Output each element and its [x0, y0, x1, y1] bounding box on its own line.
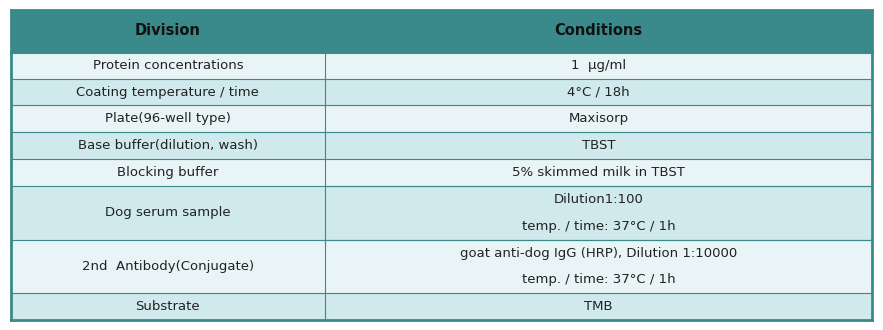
Text: goat anti-dog IgG (HRP), Dilution 1:10000: goat anti-dog IgG (HRP), Dilution 1:1000…: [460, 247, 737, 259]
Text: Protein concentrations: Protein concentrations: [93, 59, 243, 72]
Bar: [11, 106, 325, 132]
Text: Division: Division: [135, 23, 200, 38]
Bar: [11, 293, 325, 320]
Bar: [325, 186, 872, 213]
Text: 2nd  Antibody(Conjugate): 2nd Antibody(Conjugate): [82, 260, 254, 273]
Text: TMB: TMB: [585, 300, 613, 313]
Bar: [11, 159, 325, 186]
Text: Dog serum sample: Dog serum sample: [105, 206, 230, 219]
Text: Plate(96-well type): Plate(96-well type): [105, 112, 230, 125]
Bar: [11, 132, 325, 159]
Bar: [325, 240, 872, 266]
Text: temp. / time: 37°C / 1h: temp. / time: 37°C / 1h: [522, 273, 675, 286]
Text: 5% skimmed milk in TBST: 5% skimmed milk in TBST: [512, 166, 685, 179]
Text: temp. / time: 37°C / 1h: temp. / time: 37°C / 1h: [522, 220, 675, 233]
Bar: [325, 132, 872, 159]
Bar: [325, 10, 872, 52]
Text: TBST: TBST: [582, 139, 615, 152]
Text: Maxisorp: Maxisorp: [569, 112, 629, 125]
Bar: [11, 79, 325, 106]
Bar: [11, 240, 325, 293]
Text: Dilution1:100: Dilution1:100: [554, 193, 644, 206]
Text: 1  μg/ml: 1 μg/ml: [571, 59, 626, 72]
Bar: [11, 52, 325, 79]
Text: Base buffer(dilution, wash): Base buffer(dilution, wash): [78, 139, 258, 152]
Bar: [325, 106, 872, 132]
Bar: [325, 293, 872, 320]
Text: Blocking buffer: Blocking buffer: [117, 166, 219, 179]
Bar: [325, 213, 872, 240]
Bar: [325, 52, 872, 79]
Bar: [11, 186, 325, 240]
Bar: [325, 79, 872, 106]
Bar: [325, 159, 872, 186]
Text: Coating temperature / time: Coating temperature / time: [77, 85, 260, 99]
Text: Substrate: Substrate: [136, 300, 200, 313]
Text: 4°C / 18h: 4°C / 18h: [568, 85, 630, 99]
Text: Conditions: Conditions: [555, 23, 643, 38]
Bar: [11, 10, 325, 52]
Bar: [325, 266, 872, 293]
